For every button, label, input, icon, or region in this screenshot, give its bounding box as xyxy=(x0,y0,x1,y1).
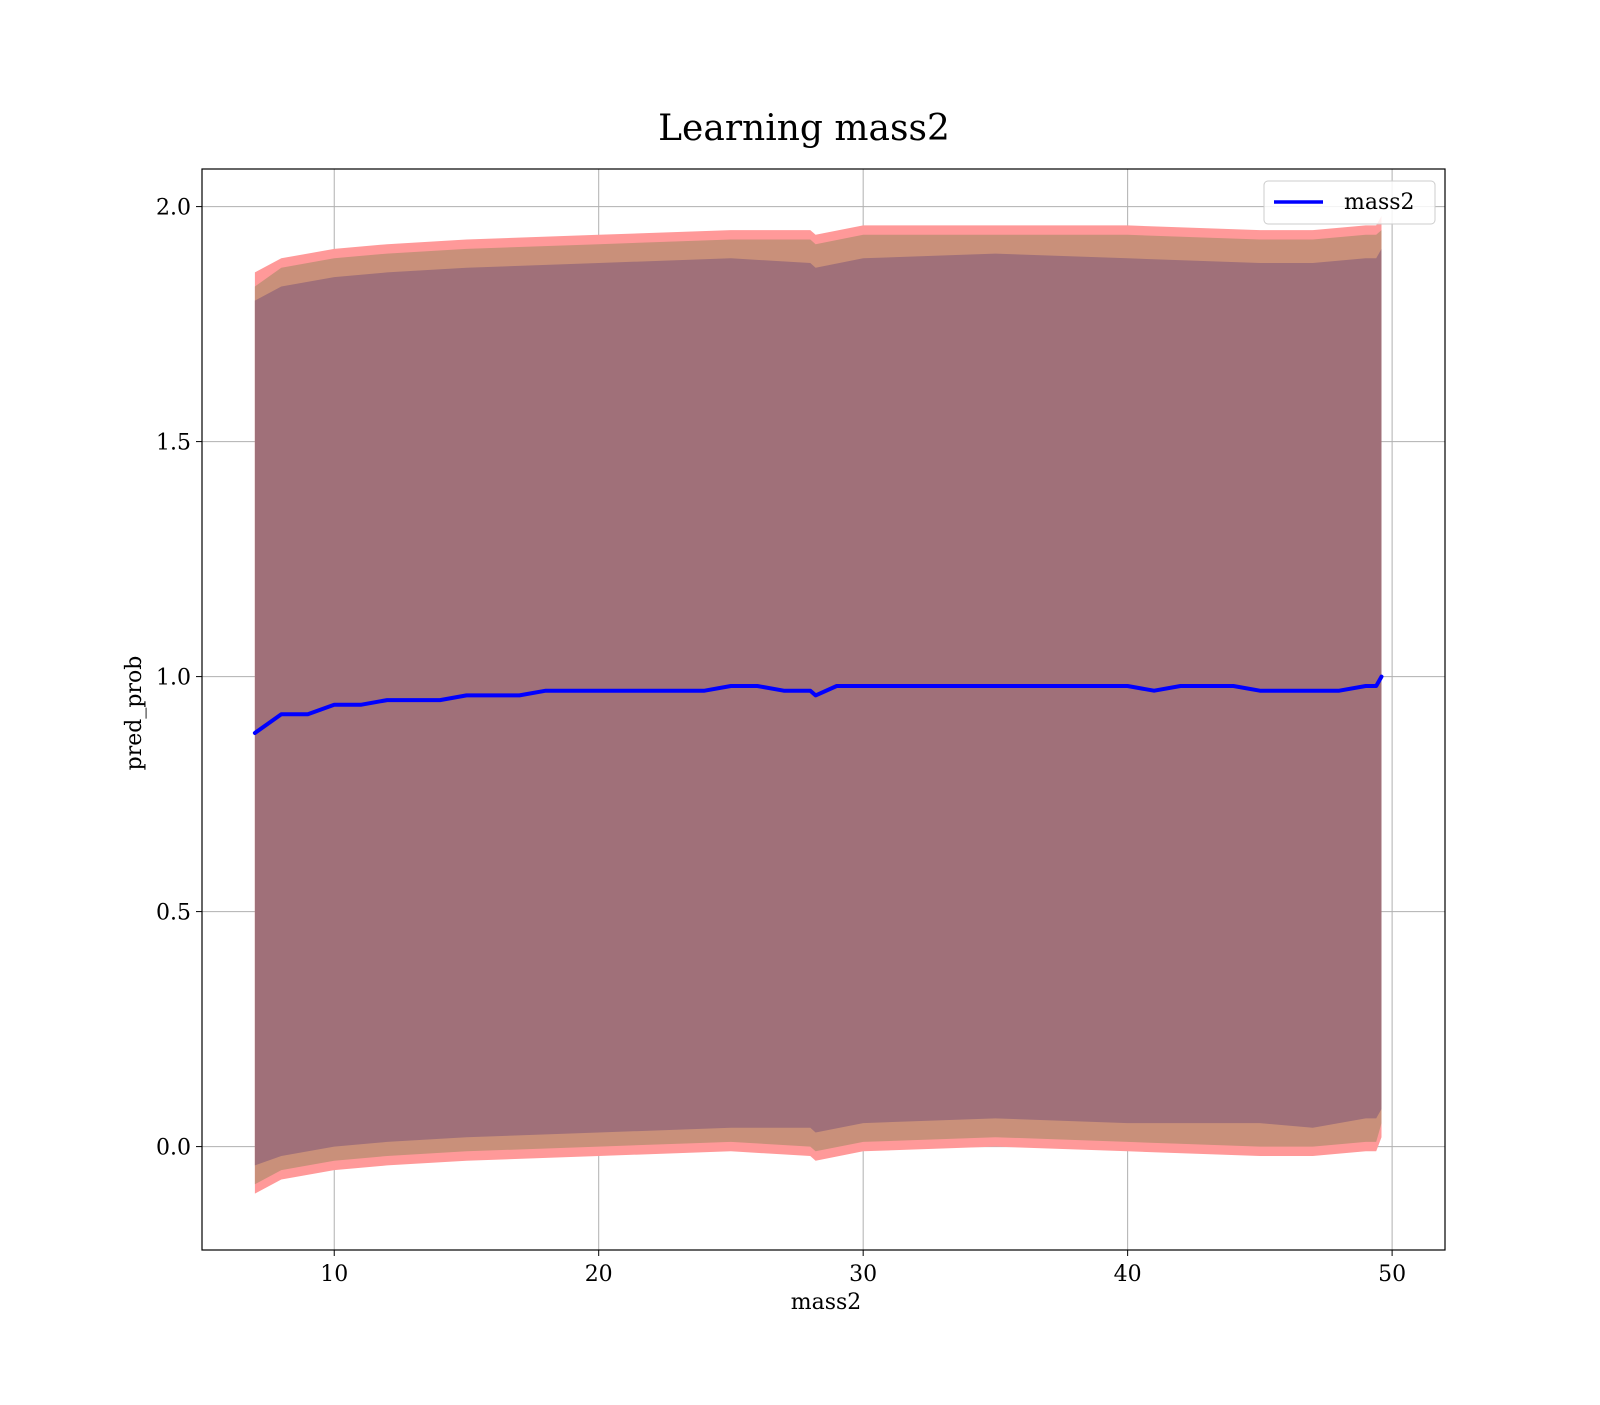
legend-box xyxy=(1263,180,1436,225)
x-tick-label-3: 40 xyxy=(1114,1262,1142,1287)
x-tick-label-2: 30 xyxy=(849,1262,877,1287)
chart-title: Learning mass2 xyxy=(658,108,950,149)
x-tick-label-4: 50 xyxy=(1378,1262,1406,1287)
y-tick-label-0: 0.0 xyxy=(156,1136,191,1161)
y-tick-label-2: 1.0 xyxy=(156,666,191,691)
y-tick-label-3: 1.5 xyxy=(156,431,191,456)
confidence-bands xyxy=(254,216,1382,1194)
y-axis-label: pred_prob xyxy=(122,656,147,771)
axes-frame xyxy=(201,168,1446,1251)
series-lines xyxy=(252,674,1384,735)
x-tick-label-0: 10 xyxy=(320,1262,348,1287)
legend: mass2 xyxy=(1263,180,1436,225)
x-tick-label-1: 20 xyxy=(585,1262,613,1287)
y-tick-label-1: 0.5 xyxy=(156,901,191,926)
y-tick-label-4: 2.0 xyxy=(156,196,191,221)
series-line-mass2 xyxy=(252,674,1384,735)
x-axis-label: mass2 xyxy=(791,1290,862,1315)
legend-label-mass2: mass2 xyxy=(1344,190,1415,215)
band-inner xyxy=(254,248,1382,1166)
axis-ticks: 10 20 30 40 50 0.0 0.5 1.0 1.5 2.0 xyxy=(156,196,1406,1287)
